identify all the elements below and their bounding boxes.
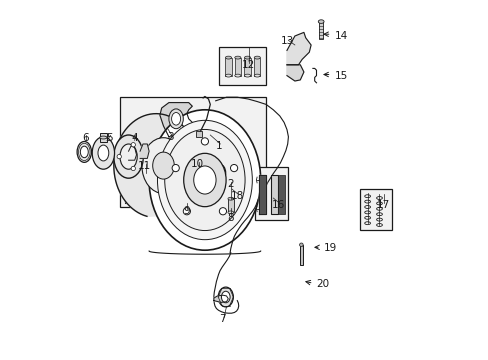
Ellipse shape: [157, 120, 252, 240]
Text: 15: 15: [334, 71, 347, 81]
Ellipse shape: [100, 136, 107, 139]
Ellipse shape: [221, 291, 230, 303]
Ellipse shape: [318, 20, 324, 23]
Bar: [244, 58, 250, 76]
Text: 4: 4: [131, 132, 138, 143]
Bar: [255, 167, 287, 220]
Text: 20: 20: [316, 279, 329, 289]
Polygon shape: [258, 175, 265, 214]
Text: 13: 13: [281, 36, 294, 46]
Circle shape: [219, 208, 226, 215]
Bar: [125, 140, 166, 203]
Circle shape: [131, 143, 135, 147]
Text: 9: 9: [183, 206, 190, 216]
Bar: [277, 175, 285, 214]
Text: 11: 11: [138, 161, 151, 171]
Bar: [100, 133, 107, 142]
Bar: [219, 47, 265, 85]
Text: 3: 3: [167, 132, 174, 142]
Text: 7: 7: [219, 314, 226, 324]
Ellipse shape: [114, 135, 143, 178]
Bar: [258, 175, 265, 214]
Ellipse shape: [120, 144, 137, 169]
Ellipse shape: [168, 109, 183, 129]
Text: 17: 17: [376, 200, 389, 210]
Ellipse shape: [299, 243, 303, 247]
Circle shape: [117, 154, 121, 159]
Polygon shape: [140, 144, 149, 158]
Circle shape: [172, 165, 179, 172]
Bar: [120, 97, 265, 207]
Bar: [234, 58, 241, 76]
Polygon shape: [286, 32, 310, 65]
Bar: [270, 175, 277, 214]
Ellipse shape: [227, 197, 233, 200]
Polygon shape: [128, 146, 136, 160]
Text: 19: 19: [323, 243, 336, 253]
Ellipse shape: [244, 74, 250, 77]
Ellipse shape: [225, 74, 231, 77]
Circle shape: [131, 166, 135, 171]
Ellipse shape: [218, 287, 233, 307]
Bar: [359, 189, 391, 230]
Ellipse shape: [234, 56, 241, 59]
Text: 1: 1: [216, 141, 222, 151]
Bar: [225, 58, 231, 76]
Text: 18: 18: [230, 191, 244, 201]
Ellipse shape: [225, 56, 231, 59]
Ellipse shape: [164, 130, 244, 230]
Ellipse shape: [92, 137, 114, 169]
Ellipse shape: [171, 112, 180, 125]
Ellipse shape: [149, 110, 260, 250]
Text: 8: 8: [227, 213, 234, 223]
Bar: [319, 22, 322, 39]
Text: 5: 5: [106, 132, 113, 143]
Ellipse shape: [244, 56, 250, 59]
Bar: [299, 245, 303, 265]
Ellipse shape: [142, 138, 185, 194]
Ellipse shape: [234, 74, 241, 77]
Ellipse shape: [254, 74, 260, 77]
Bar: [196, 131, 202, 137]
Bar: [227, 199, 233, 212]
Ellipse shape: [152, 152, 174, 179]
Bar: [254, 58, 260, 76]
Circle shape: [230, 165, 237, 172]
Ellipse shape: [98, 145, 108, 161]
Ellipse shape: [193, 166, 216, 194]
Text: 16: 16: [271, 200, 285, 210]
Ellipse shape: [185, 159, 209, 186]
Polygon shape: [213, 295, 228, 302]
Ellipse shape: [80, 146, 88, 158]
Text: 2: 2: [227, 179, 234, 189]
Circle shape: [201, 138, 208, 145]
Polygon shape: [114, 114, 196, 216]
Ellipse shape: [254, 56, 260, 59]
Ellipse shape: [77, 141, 91, 162]
Text: 14: 14: [334, 31, 347, 41]
Bar: [179, 140, 231, 203]
Ellipse shape: [227, 211, 233, 214]
Ellipse shape: [190, 165, 204, 181]
Ellipse shape: [183, 153, 225, 207]
Text: 10: 10: [191, 159, 204, 169]
Text: 12: 12: [241, 60, 254, 70]
Polygon shape: [286, 65, 303, 81]
Polygon shape: [160, 103, 194, 137]
Ellipse shape: [213, 164, 225, 181]
Circle shape: [183, 208, 190, 215]
Text: 6: 6: [82, 132, 88, 143]
Ellipse shape: [207, 158, 230, 187]
